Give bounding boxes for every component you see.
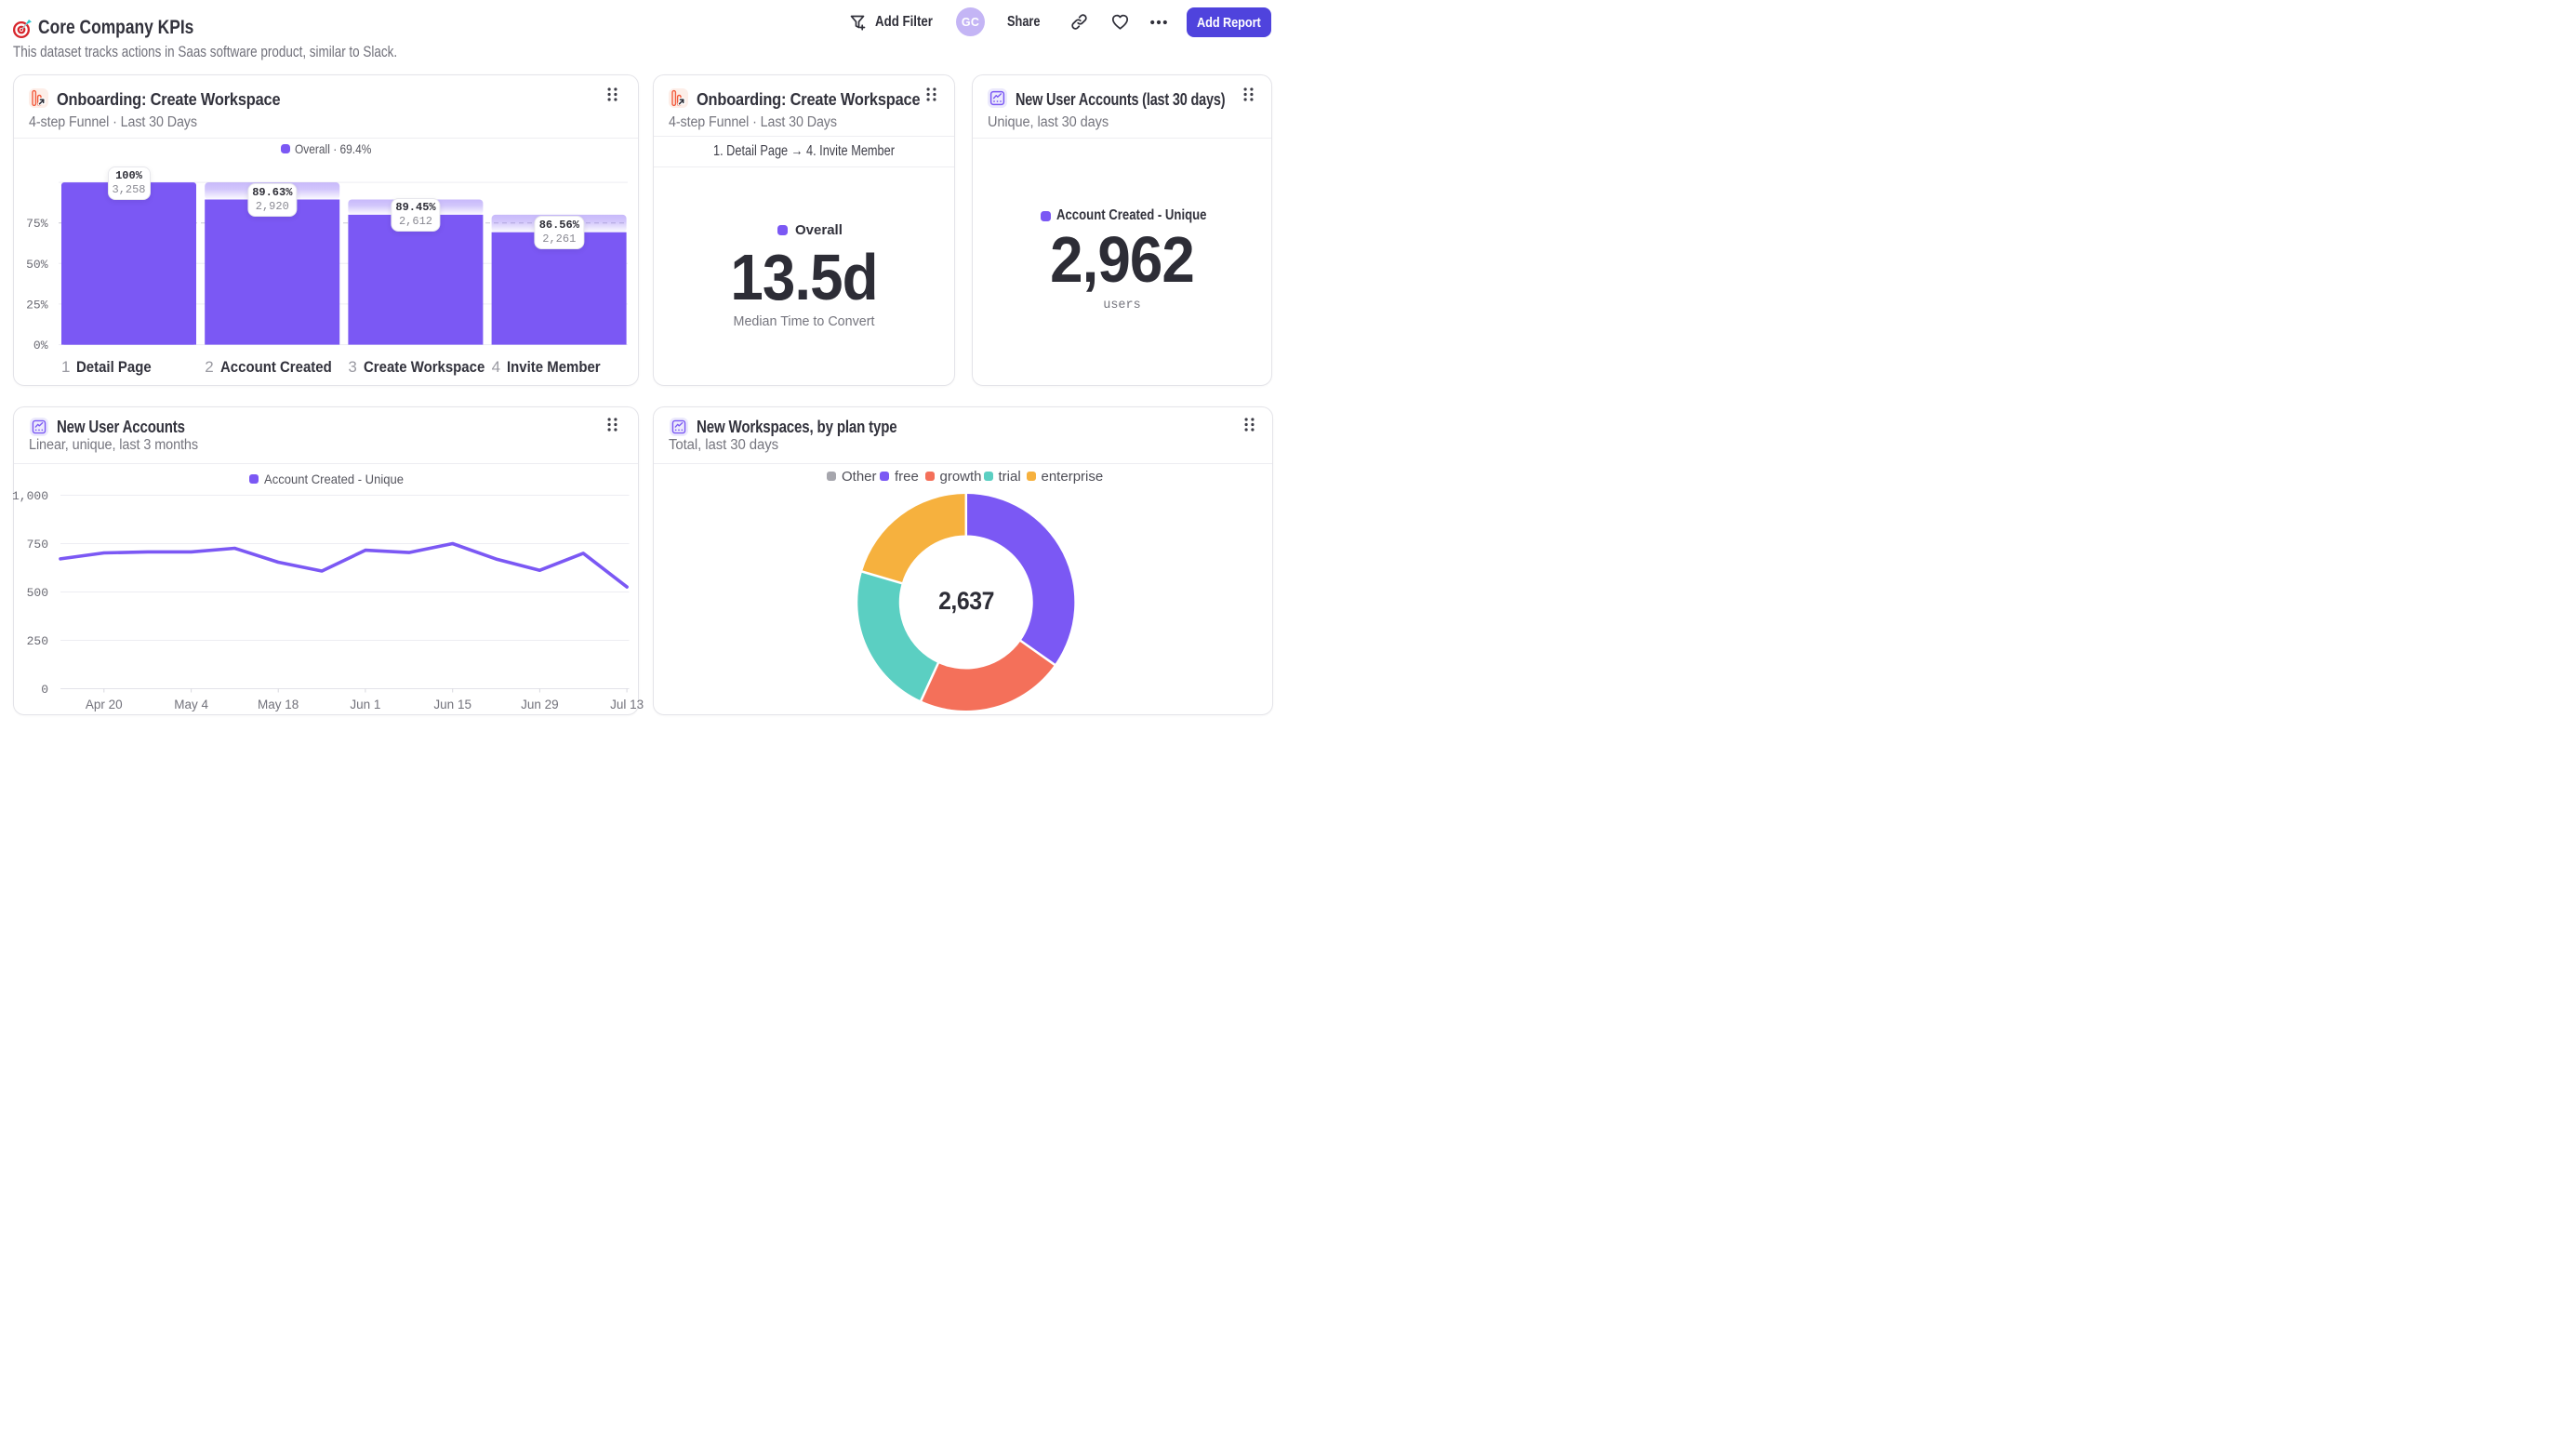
svg-text:50%: 50% xyxy=(26,258,48,272)
svg-text:May 18: May 18 xyxy=(258,698,299,711)
svg-text:25%: 25% xyxy=(26,298,48,312)
svg-text:May 4: May 4 xyxy=(174,698,208,711)
svg-text:75%: 75% xyxy=(26,217,48,231)
svg-text:Jun 1: Jun 1 xyxy=(350,698,380,711)
svg-text:750: 750 xyxy=(27,538,48,552)
svg-text:Jun 29: Jun 29 xyxy=(521,698,559,711)
svg-text:Apr 20: Apr 20 xyxy=(86,698,123,711)
svg-text:Jun 15: Jun 15 xyxy=(433,698,471,711)
svg-text:250: 250 xyxy=(27,634,48,648)
svg-text:1,000: 1,000 xyxy=(12,489,48,503)
svg-text:0%: 0% xyxy=(33,339,48,352)
svg-text:0: 0 xyxy=(41,683,48,697)
svg-text:Jul 13: Jul 13 xyxy=(610,698,644,711)
svg-text:500: 500 xyxy=(27,586,48,600)
